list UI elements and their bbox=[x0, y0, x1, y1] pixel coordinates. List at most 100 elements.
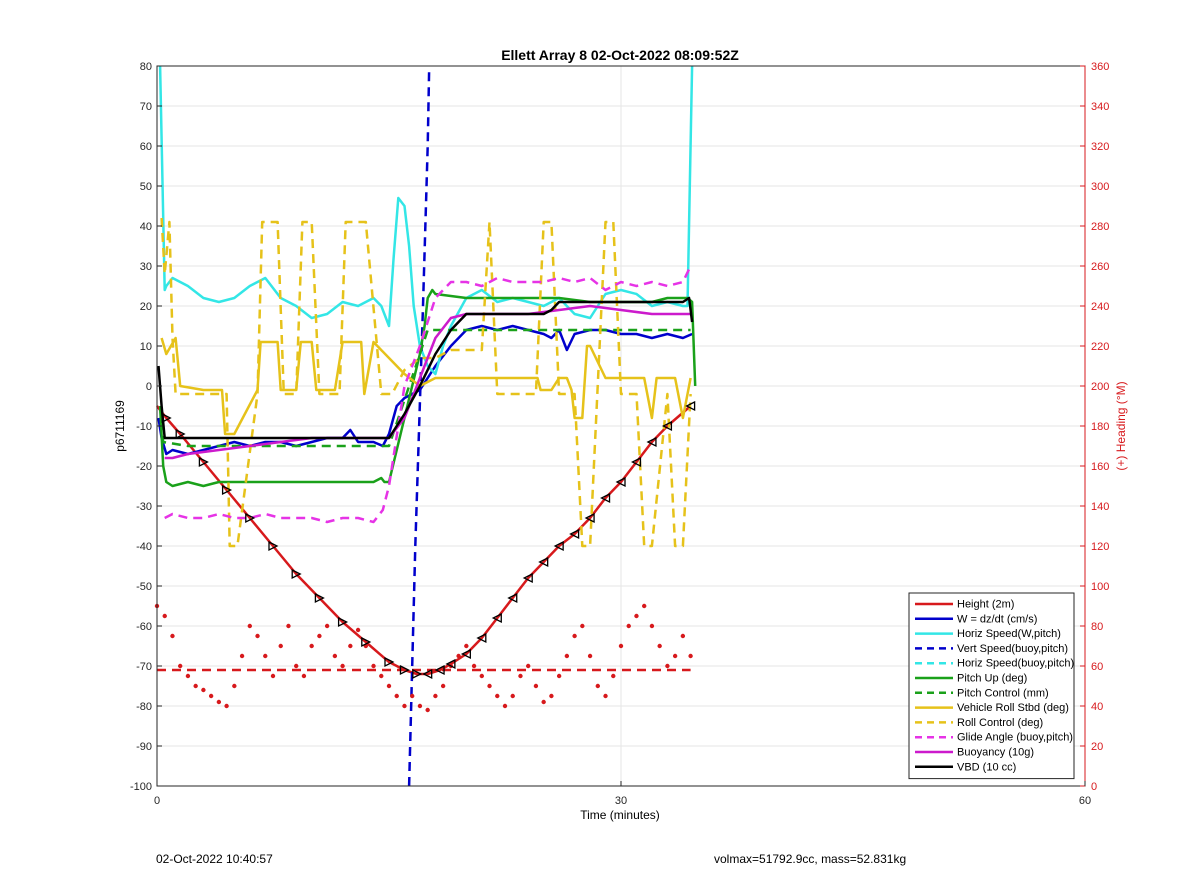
y-tick-label: 50 bbox=[140, 181, 152, 193]
heading-point bbox=[595, 683, 600, 689]
legend-label: Height (2m) bbox=[957, 599, 1014, 611]
heading-point bbox=[232, 683, 237, 689]
heading-point bbox=[456, 653, 461, 659]
chart-title: Ellett Array 8 02-Oct-2022 08:09:52Z bbox=[501, 47, 739, 63]
heading-point bbox=[185, 673, 191, 679]
heading-point bbox=[533, 683, 539, 689]
legend-label: Glide Angle (buoy,pitch) bbox=[957, 732, 1073, 744]
heading-point bbox=[510, 693, 515, 699]
x-tick-label: 0 bbox=[154, 795, 160, 807]
heading-point bbox=[487, 683, 492, 689]
height-marker bbox=[198, 456, 209, 468]
y-right-tick-label: 220 bbox=[1091, 341, 1109, 353]
height-marker bbox=[399, 664, 410, 676]
heading-point bbox=[464, 643, 469, 649]
y-right-tick-label: 320 bbox=[1091, 141, 1109, 153]
y-tick-label: 80 bbox=[140, 61, 152, 73]
plot-area: -100-90-80-70-60-50-40-30-20-10010203040… bbox=[130, 61, 1109, 807]
y-right-tick-label: 260 bbox=[1091, 261, 1109, 273]
y-tick-label: -20 bbox=[136, 461, 152, 473]
heading-point bbox=[541, 699, 546, 705]
height-marker bbox=[412, 668, 423, 680]
heading-point bbox=[425, 707, 430, 713]
y-right-tick-label: 360 bbox=[1091, 61, 1109, 73]
y-axis-right-label: (+) Heading (°M) bbox=[1114, 381, 1128, 470]
y-tick-label: -10 bbox=[136, 421, 152, 433]
legend-label: W = dz/dt (cm/s) bbox=[957, 613, 1037, 625]
heading-point bbox=[417, 703, 423, 709]
height-marker bbox=[538, 556, 549, 568]
heading-point bbox=[394, 693, 399, 699]
heading-point bbox=[193, 683, 198, 689]
height-marker bbox=[445, 658, 456, 670]
heading-point bbox=[572, 633, 577, 639]
heading-point bbox=[634, 613, 639, 619]
heading-point bbox=[263, 653, 268, 659]
height-marker bbox=[600, 492, 611, 504]
height-marker bbox=[361, 636, 372, 648]
legend-label: Horiz Speed(buoy,pitch) bbox=[957, 658, 1074, 670]
heading-point bbox=[270, 673, 276, 679]
heading-point bbox=[495, 693, 500, 699]
height-marker bbox=[569, 528, 580, 540]
heading-point bbox=[603, 693, 608, 699]
heading-point bbox=[611, 673, 616, 679]
heading-point bbox=[657, 643, 662, 649]
heading-point bbox=[618, 643, 624, 649]
height-marker bbox=[434, 664, 445, 676]
height-marker bbox=[661, 420, 673, 432]
y-tick-label: 10 bbox=[140, 341, 152, 353]
heading-point bbox=[324, 623, 330, 629]
heading-point bbox=[440, 683, 446, 689]
y-tick-label: 20 bbox=[140, 301, 152, 313]
y-tick-label: 40 bbox=[140, 221, 152, 233]
heading-point bbox=[239, 653, 245, 659]
heading-point bbox=[170, 633, 175, 639]
heading-point bbox=[278, 643, 283, 649]
heading-point bbox=[556, 673, 562, 679]
heading-point bbox=[549, 693, 554, 699]
heading-point bbox=[332, 653, 338, 659]
legend-label: Vehicle Roll Stbd (deg) bbox=[957, 702, 1069, 714]
heading-point bbox=[162, 613, 167, 619]
height-marker bbox=[245, 512, 256, 524]
y-right-tick-label: 140 bbox=[1091, 501, 1109, 513]
y-tick-label: -70 bbox=[136, 661, 152, 673]
legend-label: Roll Control (deg) bbox=[957, 717, 1043, 729]
legend: Height (2m) W = dz/dt (cm/s) Horiz Speed(W… bbox=[908, 592, 1075, 780]
heading-point bbox=[672, 653, 678, 659]
height-marker bbox=[337, 616, 349, 628]
heading-point bbox=[642, 603, 647, 609]
heading-point bbox=[386, 683, 392, 689]
y-right-tick-label: 340 bbox=[1091, 101, 1109, 113]
y-tick-label: -100 bbox=[130, 781, 152, 793]
heading-point bbox=[680, 633, 686, 639]
heading-point bbox=[216, 699, 222, 705]
y-tick-label: -60 bbox=[136, 621, 152, 633]
y-right-tick-label: 160 bbox=[1091, 461, 1109, 473]
height-marker bbox=[161, 412, 172, 424]
y-tick-label: -30 bbox=[136, 501, 152, 513]
heading-point bbox=[564, 653, 570, 659]
legend-label: Pitch Control (mm) bbox=[957, 687, 1049, 699]
y-right-tick-label: 280 bbox=[1091, 221, 1109, 233]
height-marker bbox=[685, 400, 696, 412]
heading-point bbox=[301, 673, 307, 679]
heading-point bbox=[201, 687, 206, 693]
height-marker bbox=[476, 632, 487, 644]
height-marker bbox=[491, 612, 502, 624]
heading-point bbox=[526, 663, 531, 669]
y-right-tick-label: 0 bbox=[1091, 781, 1097, 793]
x-tick-label: 60 bbox=[1079, 795, 1091, 807]
y-tick-label: 0 bbox=[146, 381, 152, 393]
heading-point bbox=[371, 663, 376, 669]
y-right-tick-label: 60 bbox=[1091, 661, 1103, 673]
height-marker bbox=[631, 456, 642, 468]
y-tick-label: -50 bbox=[136, 581, 152, 593]
heading-point bbox=[348, 643, 353, 649]
heading-point bbox=[317, 633, 322, 639]
y-tick-label: -80 bbox=[136, 701, 152, 713]
heading-point bbox=[410, 693, 415, 699]
height-marker bbox=[553, 540, 564, 552]
